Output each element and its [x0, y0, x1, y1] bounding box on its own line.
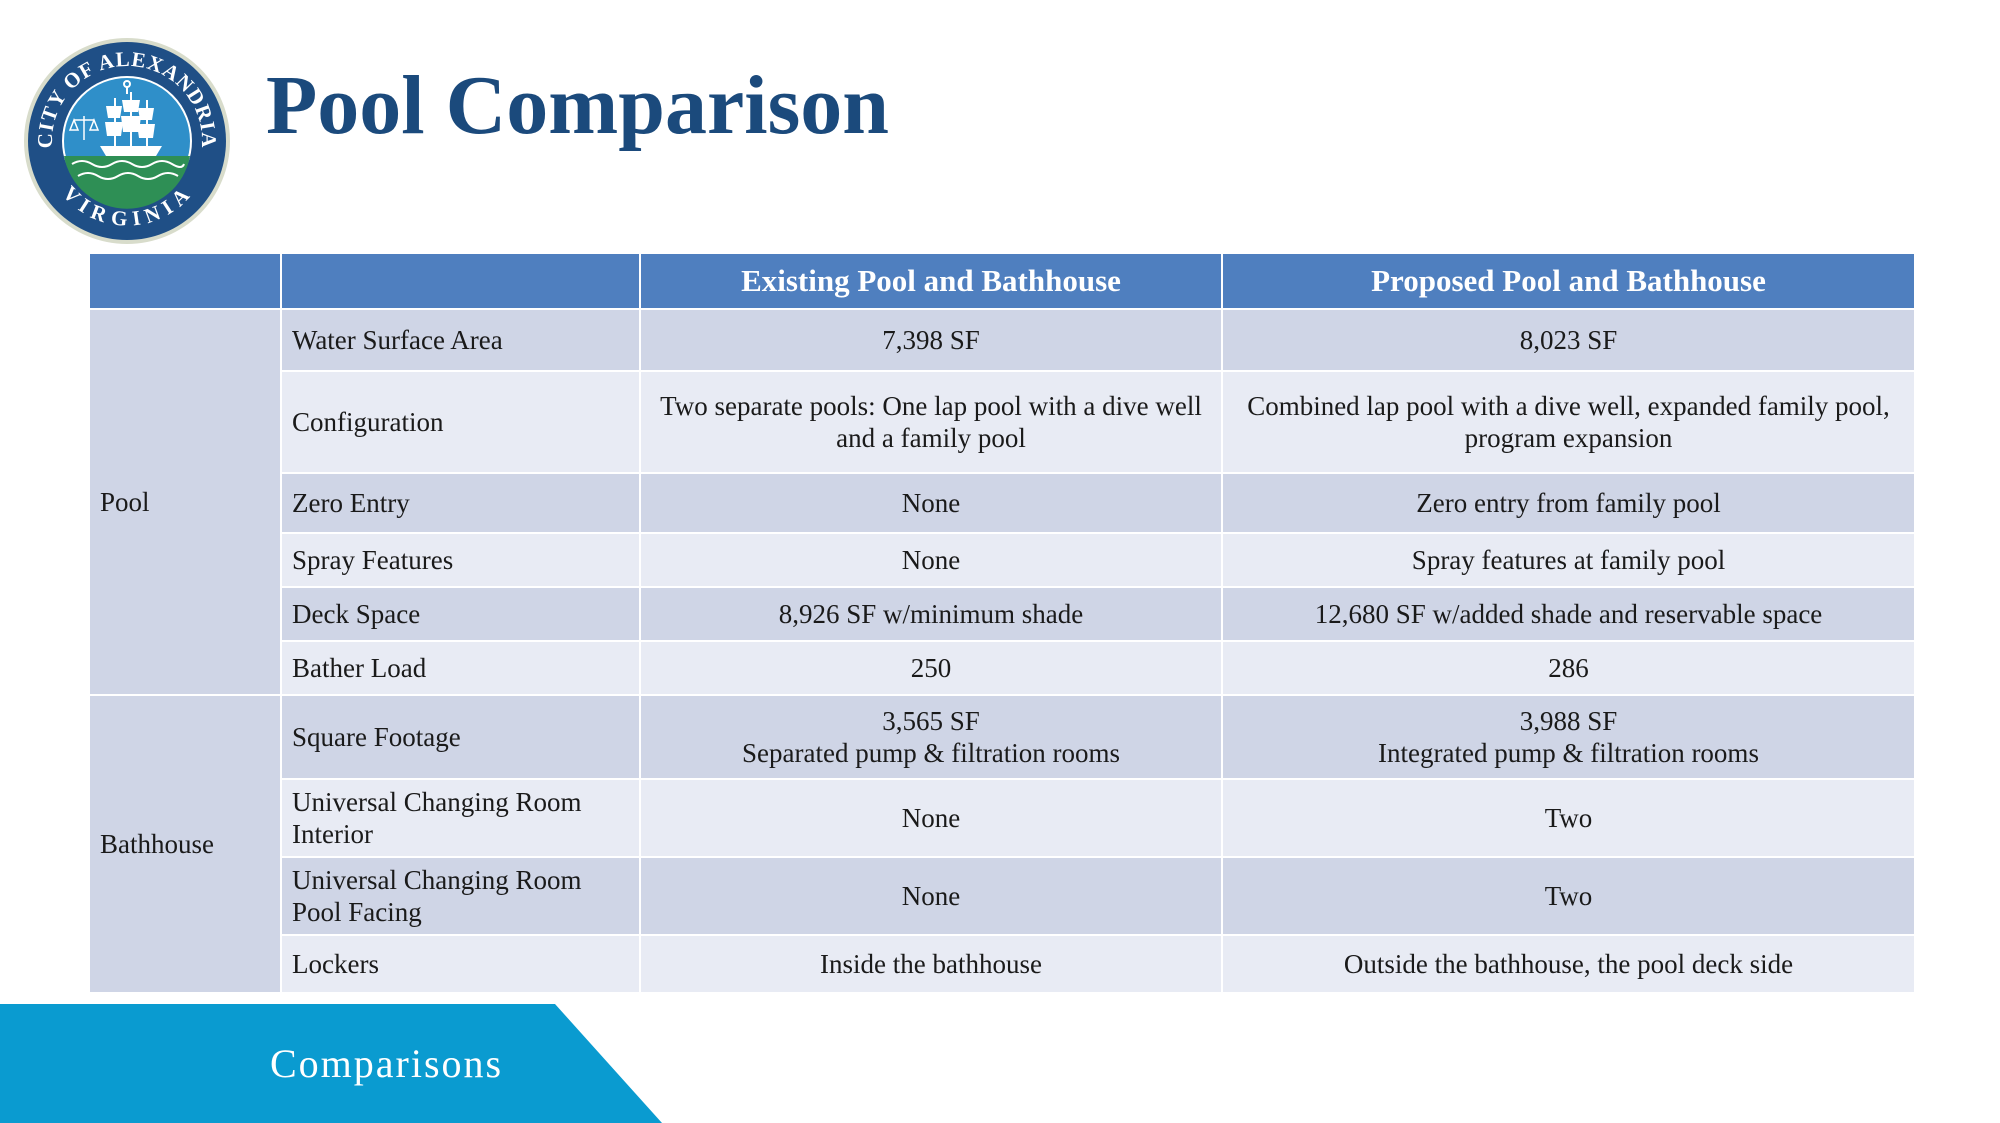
header-proposed: Proposed Pool and Bathhouse: [1221, 252, 1916, 310]
footer-section-label: Comparisons: [270, 1041, 504, 1086]
header-blank-category: [88, 252, 282, 310]
table-row: Bather Load 250 286: [89, 640, 1916, 696]
existing-value: Two separate pools: One lap pool with a …: [639, 370, 1223, 474]
ship-icon: [100, 92, 162, 156]
table-row: Zero Entry None Zero entry from family p…: [89, 472, 1916, 534]
table-row: Spray Features None Spray features at fa…: [89, 532, 1916, 588]
row-label: Water Surface Area: [280, 308, 641, 372]
row-label: Deck Space: [280, 586, 641, 642]
row-label: Configuration: [280, 370, 641, 474]
existing-value: None: [639, 472, 1223, 534]
proposed-value: Spray features at family pool: [1221, 532, 1916, 588]
existing-value-line1: 3,565 SF: [882, 705, 980, 736]
table-row: Universal Changing Room Interior None Tw…: [89, 778, 1916, 858]
proposed-value: Outside the bathhouse, the pool deck sid…: [1221, 934, 1916, 994]
row-label: Lockers: [280, 934, 641, 994]
existing-value: None: [639, 532, 1223, 588]
row-label: Spray Features: [280, 532, 641, 588]
city-seal-logo: CITY OF ALEXANDRIA VIRGINIA: [24, 38, 230, 244]
header-existing: Existing Pool and Bathhouse: [639, 252, 1223, 310]
table-row: Deck Space 8,926 SF w/minimum shade 12,6…: [89, 586, 1916, 642]
category-bathhouse: Bathhouse: [88, 694, 282, 994]
page-title: Pool Comparison: [266, 59, 890, 152]
proposed-value: Combined lap pool with a dive well, expa…: [1221, 370, 1916, 474]
existing-value: 8,926 SF w/minimum shade: [639, 586, 1223, 642]
proposed-value: 8,023 SF: [1221, 308, 1916, 372]
proposed-value: 286: [1221, 640, 1916, 696]
proposed-value: Zero entry from family pool: [1221, 472, 1916, 534]
proposed-value: Two: [1221, 856, 1916, 936]
table-header-row: Existing Pool and Bathhouse Proposed Poo…: [88, 252, 1916, 310]
table-row: Bathhouse Square Footage 3,565 SF Separa…: [88, 694, 1916, 994]
footer-band: [0, 1004, 662, 1123]
comparison-table: Existing Pool and Bathhouse Proposed Poo…: [88, 252, 1916, 994]
row-label: Bather Load: [280, 640, 641, 696]
existing-value: Inside the bathhouse: [639, 934, 1223, 994]
scales-icon: [68, 116, 100, 140]
row-label: Universal Changing Room Interior: [280, 778, 641, 858]
table-row: Configuration Two separate pools: One la…: [89, 370, 1916, 474]
proposed-value: 12,680 SF w/added shade and reservable s…: [1221, 586, 1916, 642]
existing-value: None: [639, 778, 1223, 858]
row-label: Zero Entry: [280, 472, 641, 534]
proposed-value-line1: 3,988 SF: [1519, 705, 1618, 736]
row-label: Square Footage: [280, 694, 641, 780]
existing-value: 7,398 SF: [639, 308, 1223, 372]
table-row: Lockers Inside the bathhouse Outside the…: [89, 934, 1916, 994]
row-label: Universal Changing Room Pool Facing: [280, 856, 641, 936]
proposed-value: 3,988 SF Integrated pump & filtration ro…: [1221, 694, 1916, 780]
proposed-value: Two: [1221, 778, 1916, 858]
proposed-value-line2: Integrated pump & filtration rooms: [1378, 738, 1759, 768]
existing-value: None: [639, 856, 1223, 936]
anchor-icon: [123, 80, 131, 94]
table-row: Pool Water Surface Area 7,398 SF 8,023 S…: [88, 308, 1916, 696]
category-pool: Pool: [88, 308, 282, 696]
table-row: Universal Changing Room Pool Facing None…: [89, 856, 1916, 936]
existing-value: 3,565 SF Separated pump & filtration roo…: [639, 694, 1223, 780]
header-blank-feature: [280, 252, 641, 310]
existing-value: 250: [639, 640, 1223, 696]
existing-value-line2: Separated pump & filtration rooms: [742, 738, 1120, 768]
